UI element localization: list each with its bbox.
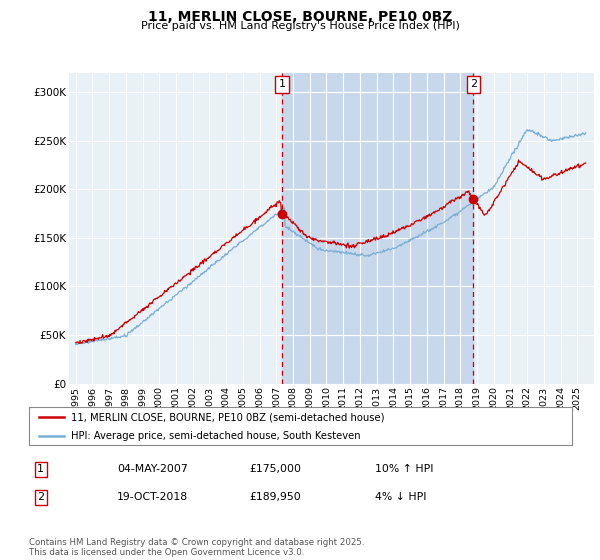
Text: 19-OCT-2018: 19-OCT-2018 xyxy=(117,492,188,502)
Text: Contains HM Land Registry data © Crown copyright and database right 2025.
This d: Contains HM Land Registry data © Crown c… xyxy=(29,538,364,557)
Text: 2: 2 xyxy=(470,80,477,90)
Text: 1: 1 xyxy=(37,464,44,474)
Text: 4% ↓ HPI: 4% ↓ HPI xyxy=(375,492,427,502)
Text: 2: 2 xyxy=(37,492,44,502)
Text: 11, MERLIN CLOSE, BOURNE, PE10 0BZ: 11, MERLIN CLOSE, BOURNE, PE10 0BZ xyxy=(148,10,452,24)
Text: 1: 1 xyxy=(278,80,286,90)
Text: 04-MAY-2007: 04-MAY-2007 xyxy=(117,464,188,474)
Bar xyxy=(282,73,473,384)
Text: £189,950: £189,950 xyxy=(249,492,301,502)
Text: £175,000: £175,000 xyxy=(249,464,301,474)
Text: 11, MERLIN CLOSE, BOURNE, PE10 0BZ (semi-detached house): 11, MERLIN CLOSE, BOURNE, PE10 0BZ (semi… xyxy=(71,412,385,422)
Text: HPI: Average price, semi-detached house, South Kesteven: HPI: Average price, semi-detached house,… xyxy=(71,431,361,441)
Text: Price paid vs. HM Land Registry's House Price Index (HPI): Price paid vs. HM Land Registry's House … xyxy=(140,21,460,31)
Text: 10% ↑ HPI: 10% ↑ HPI xyxy=(375,464,433,474)
